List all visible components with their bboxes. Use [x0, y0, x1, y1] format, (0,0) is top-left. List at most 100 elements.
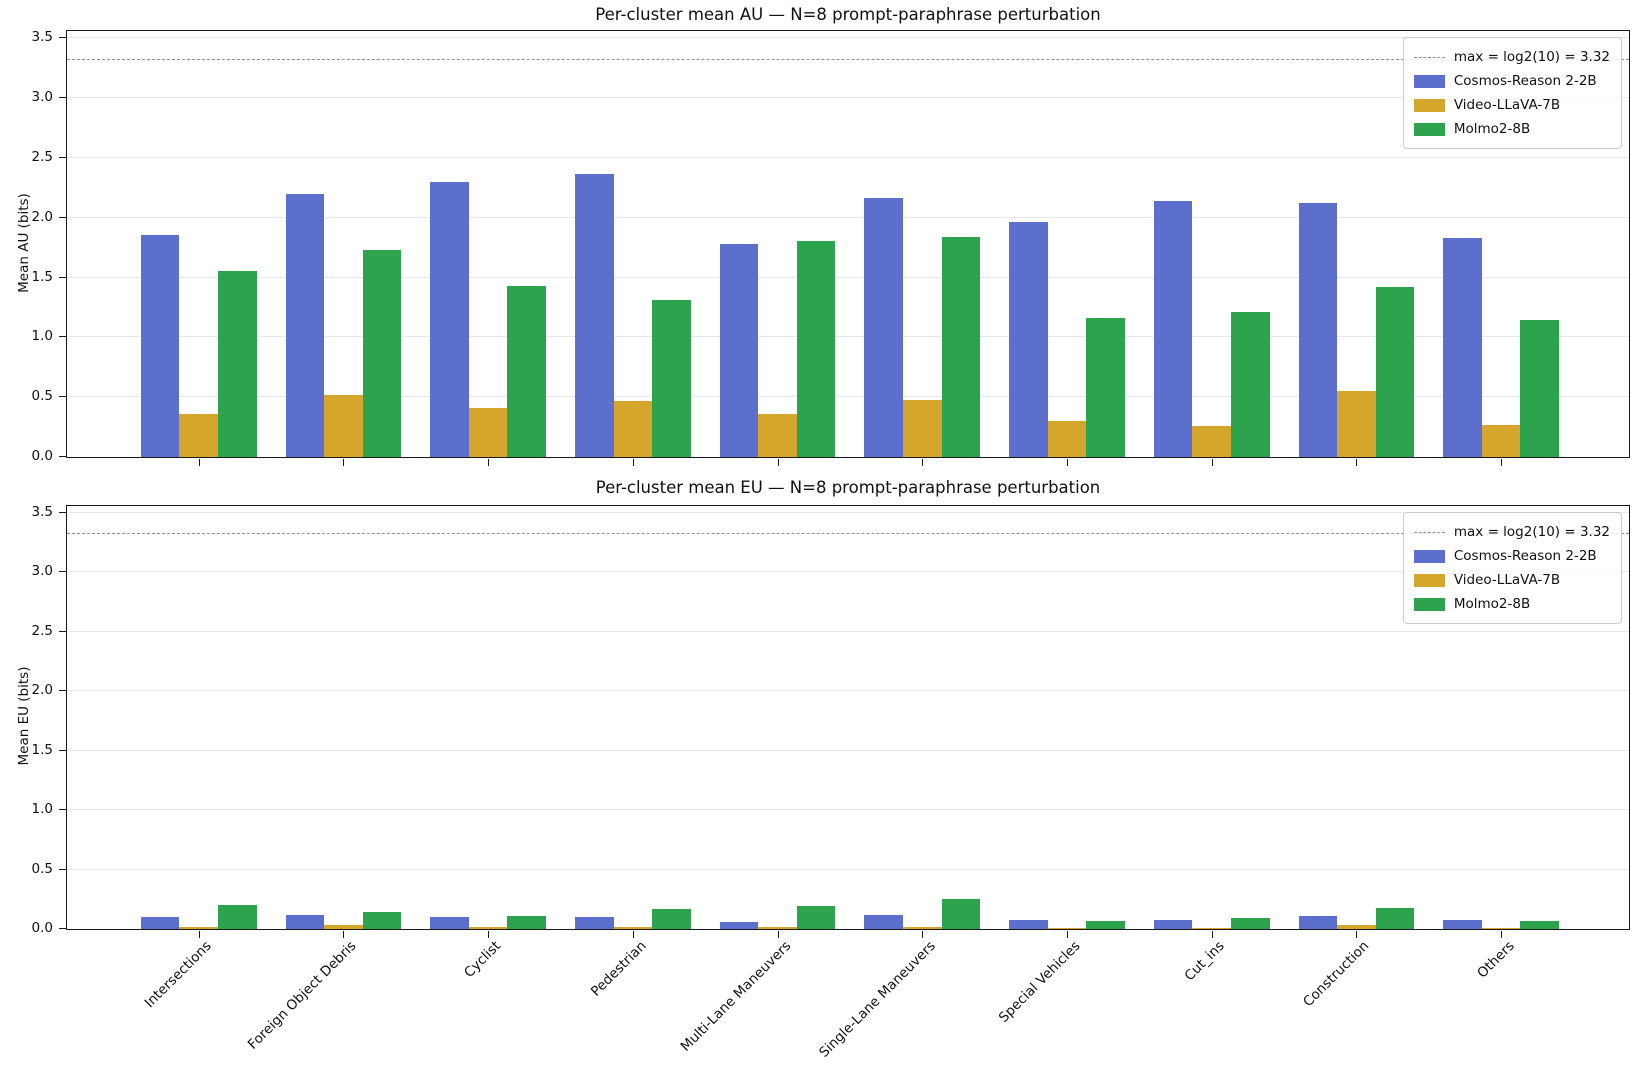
bar-cosmos-reason-2-2b-cut-ins	[1153, 919, 1193, 929]
legend-color-swatch	[1413, 98, 1445, 112]
y-tick-mark	[58, 396, 66, 398]
bar-cosmos-reason-2-2b-intersections	[140, 917, 180, 929]
y-tick-label: 3.5	[31, 503, 53, 520]
y-tick-label: 3.0	[31, 563, 53, 580]
bar-video-llava-7b-pedestrian	[613, 926, 653, 929]
bar-cosmos-reason-2-2b-foreign-object-debris	[285, 914, 325, 929]
max-reference-line	[67, 58, 1629, 60]
legend-color-swatch	[1413, 74, 1445, 88]
bar-molmo2-8b-pedestrian	[652, 300, 691, 457]
bar-molmo2-8b-single-lane-maneuvers	[941, 899, 981, 929]
x-tick-mark	[1067, 458, 1069, 466]
y-tick-mark	[58, 809, 66, 811]
max-reference-line	[67, 533, 1629, 535]
gridline	[67, 749, 1629, 751]
x-tick-label: Construction	[1300, 938, 1373, 1011]
bar-cosmos-reason-2-2b-special-vehicles	[1009, 222, 1048, 457]
chart-au-title: Per-cluster mean AU — N=8 prompt-paraphr…	[595, 5, 1101, 24]
gridline	[67, 868, 1629, 870]
gridline	[67, 690, 1629, 692]
y-tick-mark	[58, 36, 66, 38]
bar-molmo2-8b-cut-ins	[1231, 312, 1270, 457]
bar-video-llava-7b-foreign-object-debris	[324, 394, 363, 457]
y-tick-label: 1.0	[31, 801, 53, 818]
bar-video-llava-7b-others	[1481, 927, 1521, 929]
bar-molmo2-8b-cyclist	[507, 915, 547, 929]
x-tick-mark	[632, 458, 634, 466]
y-tick-label: 1.5	[31, 268, 53, 285]
x-tick-label: Special Vehicles	[995, 938, 1084, 1027]
gridline	[67, 809, 1629, 811]
bar-molmo2-8b-construction	[1375, 907, 1415, 929]
y-tick-mark	[58, 928, 66, 930]
bar-cosmos-reason-2-2b-special-vehicles	[1009, 919, 1048, 929]
legend-entry-label: Molmo2-8B	[1453, 596, 1531, 612]
x-tick-label: Others	[1474, 938, 1518, 982]
x-tick-mark	[343, 458, 345, 466]
bar-molmo2-8b-others	[1520, 320, 1560, 457]
y-tick-mark	[58, 511, 66, 513]
x-tick-label: Pedestrian	[587, 938, 650, 1000]
x-tick-mark	[632, 930, 634, 938]
y-tick-mark	[58, 868, 66, 870]
y-tick-mark	[58, 571, 66, 573]
dashed-line-sample	[1413, 531, 1445, 533]
bar-video-llava-7b-multi-lane-maneuvers	[758, 413, 797, 457]
legend: max = log2(10) = 3.32 Cosmos-Reason 2-2B V…	[1402, 512, 1622, 624]
bar-cosmos-reason-2-2b-cyclist	[430, 917, 469, 929]
x-tick-mark	[198, 930, 200, 938]
bar-cosmos-reason-2-2b-others	[1443, 237, 1482, 457]
bar-cosmos-reason-2-2b-construction	[1298, 203, 1338, 457]
y-tick-label: 0.5	[31, 860, 53, 877]
y-tick-label: 3.0	[31, 88, 53, 105]
legend-entry-max-line: max = log2(10) = 3.32	[1413, 45, 1610, 69]
bar-molmo2-8b-intersections	[218, 271, 257, 457]
bar-video-llava-7b-foreign-object-debris	[324, 925, 363, 929]
legend-entry-label: max = log2(10) = 3.32	[1453, 524, 1610, 540]
x-tick-mark	[922, 458, 924, 466]
y-tick-label: 0.5	[31, 388, 53, 405]
legend-color-swatch	[1413, 122, 1445, 136]
bar-cosmos-reason-2-2b-cyclist	[430, 181, 469, 457]
x-tick-label: Cut_ins	[1181, 938, 1229, 985]
y-tick-label: 2.0	[31, 682, 53, 699]
y-tick-label: 0.0	[31, 920, 53, 937]
dashed-line-sample	[1413, 56, 1445, 58]
bar-molmo2-8b-special-vehicles	[1086, 920, 1125, 929]
bar-cosmos-reason-2-2b-multi-lane-maneuvers	[719, 243, 759, 457]
bar-video-llava-7b-cut-ins	[1192, 425, 1232, 457]
legend-color-swatch	[1413, 597, 1445, 611]
legend-entry-label: Video-LLaVA-7B	[1453, 97, 1561, 113]
x-tick-mark	[488, 930, 490, 938]
x-tick-label: Foreign Object Debris	[245, 938, 360, 1053]
x-tick-label: Intersections	[141, 938, 216, 1012]
gridline	[67, 336, 1629, 338]
gridline	[67, 36, 1629, 38]
legend-color-swatch	[1413, 573, 1445, 587]
y-tick-label: 1.5	[31, 741, 53, 758]
bar-video-llava-7b-special-vehicles	[1047, 421, 1087, 457]
bar-cosmos-reason-2-2b-single-lane-maneuvers	[864, 914, 903, 929]
gridline	[67, 396, 1629, 398]
bar-video-llava-7b-pedestrian	[613, 400, 653, 457]
bar-video-llava-7b-multi-lane-maneuvers	[758, 926, 797, 929]
bar-cosmos-reason-2-2b-pedestrian	[574, 917, 614, 929]
gridline	[67, 216, 1629, 218]
x-tick-label: Cyclist	[461, 938, 505, 982]
bar-video-llava-7b-intersections	[179, 926, 218, 929]
bar-molmo2-8b-foreign-object-debris	[362, 249, 402, 457]
bar-molmo2-8b-special-vehicles	[1086, 318, 1125, 457]
bar-molmo2-8b-cyclist	[507, 285, 547, 457]
gridline	[67, 511, 1629, 513]
legend-entry-video-llava-7b: Video-LLaVA-7B	[1413, 568, 1610, 592]
x-tick-mark	[1501, 458, 1503, 466]
x-tick-mark	[488, 458, 490, 466]
y-tick-label: 2.5	[31, 148, 53, 165]
legend-entry-max-line: max = log2(10) = 3.32	[1413, 520, 1610, 544]
legend-entry-label: Molmo2-8B	[1453, 121, 1531, 137]
bar-molmo2-8b-multi-lane-maneuvers	[796, 906, 836, 929]
bar-video-llava-7b-special-vehicles	[1047, 927, 1087, 929]
bar-video-llava-7b-intersections	[179, 413, 218, 457]
x-tick-mark	[198, 458, 200, 466]
bar-molmo2-8b-foreign-object-debris	[362, 912, 402, 929]
